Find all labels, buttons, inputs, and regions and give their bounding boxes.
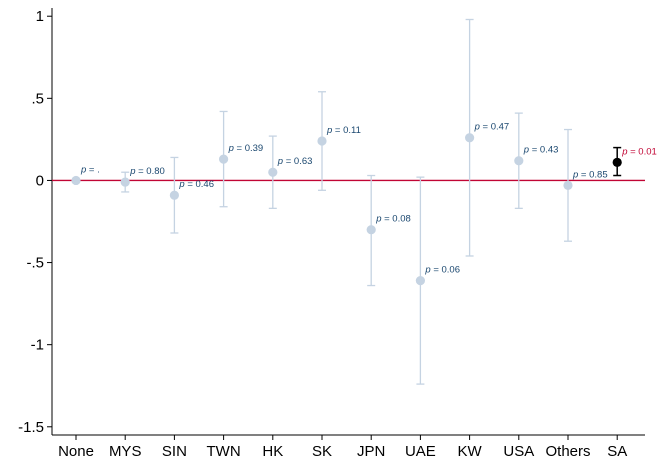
marks: p = .p = 0.80p = 0.46p = 0.39p = 0.63p =… [71,18,657,385]
p-label-symbol: p [228,143,234,154]
y-tick-label: 0 [36,172,44,189]
y-tick-label: .5 [31,90,44,107]
p-label-value: = 0.08 [381,214,410,225]
x-tick-label: KW [458,443,483,459]
p-label-symbol: p [474,122,480,133]
p-label-value: = 0.80 [135,166,164,177]
p-label-value: = 0.47 [480,122,509,133]
axes: 1 .5 0 -.5 -1 -1.5 None MYS SIN TWN HK SK JPN UAE KW US… [18,8,645,459]
point-estimate [317,136,327,146]
p-value-label: p = 0.43 [523,145,559,156]
x-tick-label: MYS [109,443,142,459]
p-label-symbol: p [572,169,578,180]
p-label-value: = 0.06 [431,265,460,276]
x-tick-label: HK [262,443,283,459]
point-estimate [71,175,81,186]
point-estimate [563,180,573,190]
p-label-value: = 0.01 [627,146,656,157]
p-label-value: = 0.85 [578,169,607,180]
x-tick-label: SK [312,443,332,459]
p-label-value: = 0.11 [332,125,361,136]
x-tick-label: Others [545,443,590,459]
point-estimate [415,276,425,286]
p-label-symbol: p [129,166,135,177]
point-estimate [465,133,475,143]
p-value-label: p = . [80,164,100,175]
point-estimate [366,225,376,235]
point-estimate [268,167,278,177]
p-label-symbol: p [621,146,627,157]
p-label-value: = 0.43 [529,145,558,156]
point-estimate [120,177,130,187]
y-tick-label: -.5 [26,255,44,272]
point-estimate [169,190,179,200]
x-tick-label: SIN [162,443,187,459]
p-label-symbol: p [424,265,430,276]
p-value-label: p = 0.39 [228,143,264,154]
point-estimate [219,154,229,164]
p-label-symbol: p [80,164,86,175]
y-tick-label: -1 [31,337,44,354]
p-value-label: p = 0.08 [375,214,411,225]
p-label-value: = 0.39 [234,143,263,154]
p-value-label: p = 0.47 [474,122,510,133]
p-label-value: = . [86,164,99,175]
p-label-symbol: p [178,179,184,190]
x-tick-label: JPN [357,443,385,459]
x-tick-label: USA [503,443,534,459]
p-value-label: p = 0.06 [424,265,460,276]
x-tick-label: TWN [207,443,241,459]
x-tick-label: None [58,443,94,459]
p-label-symbol: p [523,145,529,156]
p-label-symbol: p [326,125,332,136]
p-value-label: p = 0.85 [572,169,608,180]
p-label-value: = 0.63 [283,156,312,167]
point-estimate [612,157,622,167]
x-tick-label: SA [607,443,627,459]
p-value-label: p = 0.80 [129,166,165,177]
y-tick-label: 1 [36,8,44,25]
y-tick-label: -1.5 [18,419,44,436]
p-value-label: p = 0.63 [277,156,313,167]
p-value-label: p = 0.46 [178,179,214,190]
p-value-label: p = 0.01 [621,146,657,157]
point-estimate [514,156,524,166]
p-label-symbol: p [375,214,381,225]
p-label-symbol: p [277,156,283,167]
x-tick-label: UAE [405,443,436,459]
p-label-value: = 0.46 [185,179,214,190]
p-value-label: p = 0.11 [326,125,361,136]
